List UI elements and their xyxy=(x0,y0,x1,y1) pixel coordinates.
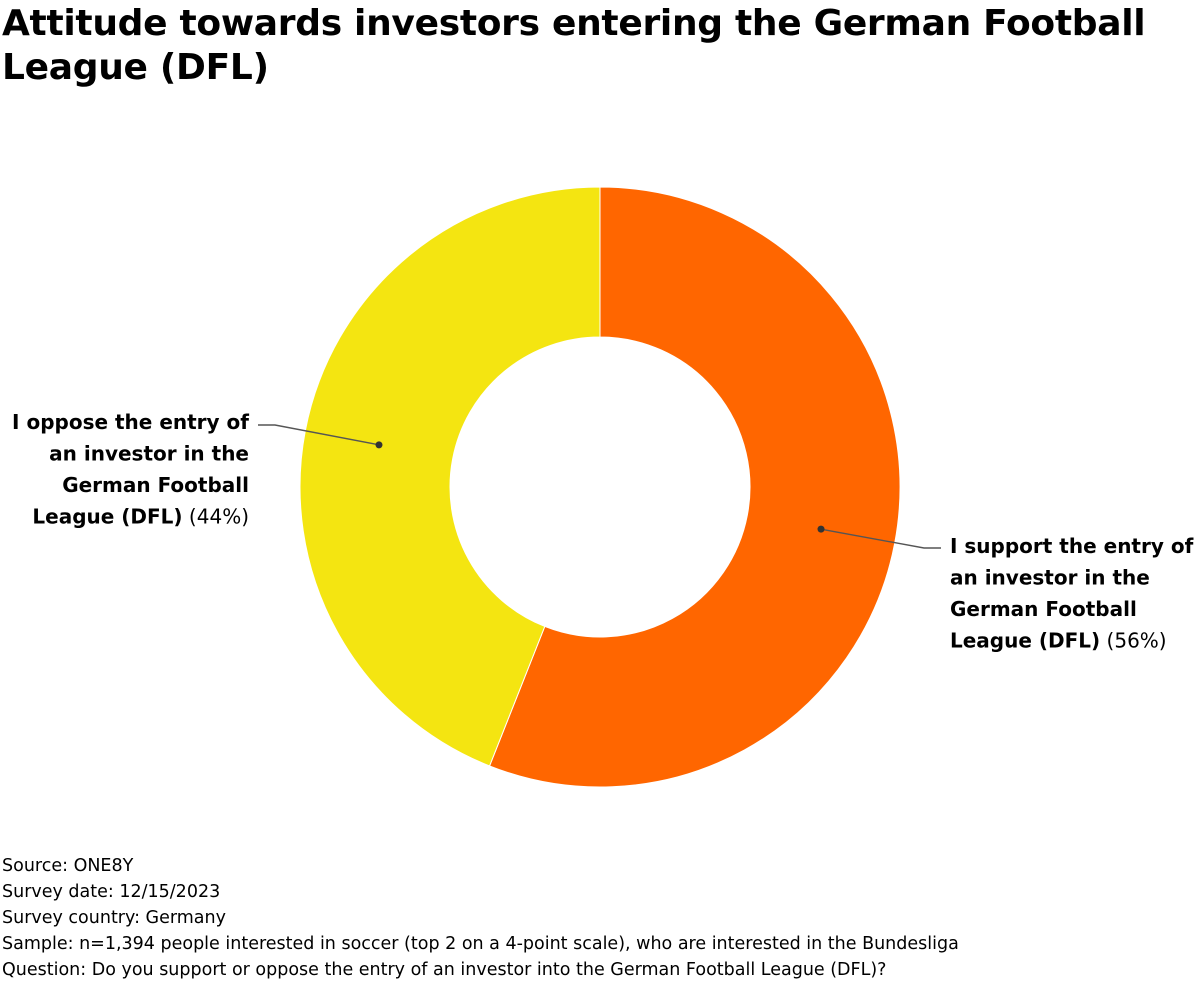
leader-line xyxy=(820,528,941,549)
leader-dot xyxy=(817,525,825,533)
sample-note: Sample: n=1,394 people interested in soc… xyxy=(2,934,959,954)
source-note: Source: ONE8Y xyxy=(2,856,134,876)
slice-label-line: an investor in the xyxy=(950,566,1150,590)
slice-label-line: I oppose the entry of xyxy=(12,410,249,434)
slice-label-line: League (DFL) xyxy=(32,505,182,529)
slice-value-label: (56%) xyxy=(1100,629,1166,653)
donut-slice xyxy=(488,186,901,788)
slice-label: I oppose the entry of an investor in the G… xyxy=(12,410,249,529)
donut-slices xyxy=(299,186,901,788)
slice-label-line: I support the entry of xyxy=(950,534,1194,558)
chart-title: Attitude towards investors entering the … xyxy=(2,3,1146,88)
slice-label-line: German Football xyxy=(62,473,249,497)
slice-label-line: League (DFL) xyxy=(950,629,1100,653)
slice-value-label: (44%) xyxy=(183,505,249,529)
donut-slice xyxy=(299,186,601,767)
leader-dot xyxy=(375,441,383,449)
leader-line xyxy=(258,424,380,446)
slice-labels: I support the entry of an investor in the… xyxy=(12,410,1194,653)
slice-label-line: German Football xyxy=(950,597,1137,621)
chart-footer: Source: ONE8Y Survey date: 12/15/2023 Su… xyxy=(2,853,959,983)
question-note: Question: Do you support or oppose the e… xyxy=(2,960,887,980)
survey-date-note: Survey date: 12/15/2023 xyxy=(2,882,221,902)
slice-label: I support the entry of an investor in the… xyxy=(950,534,1194,653)
survey-country-note: Survey country: Germany xyxy=(2,908,226,928)
slice-label-line: an investor in the xyxy=(49,442,249,466)
